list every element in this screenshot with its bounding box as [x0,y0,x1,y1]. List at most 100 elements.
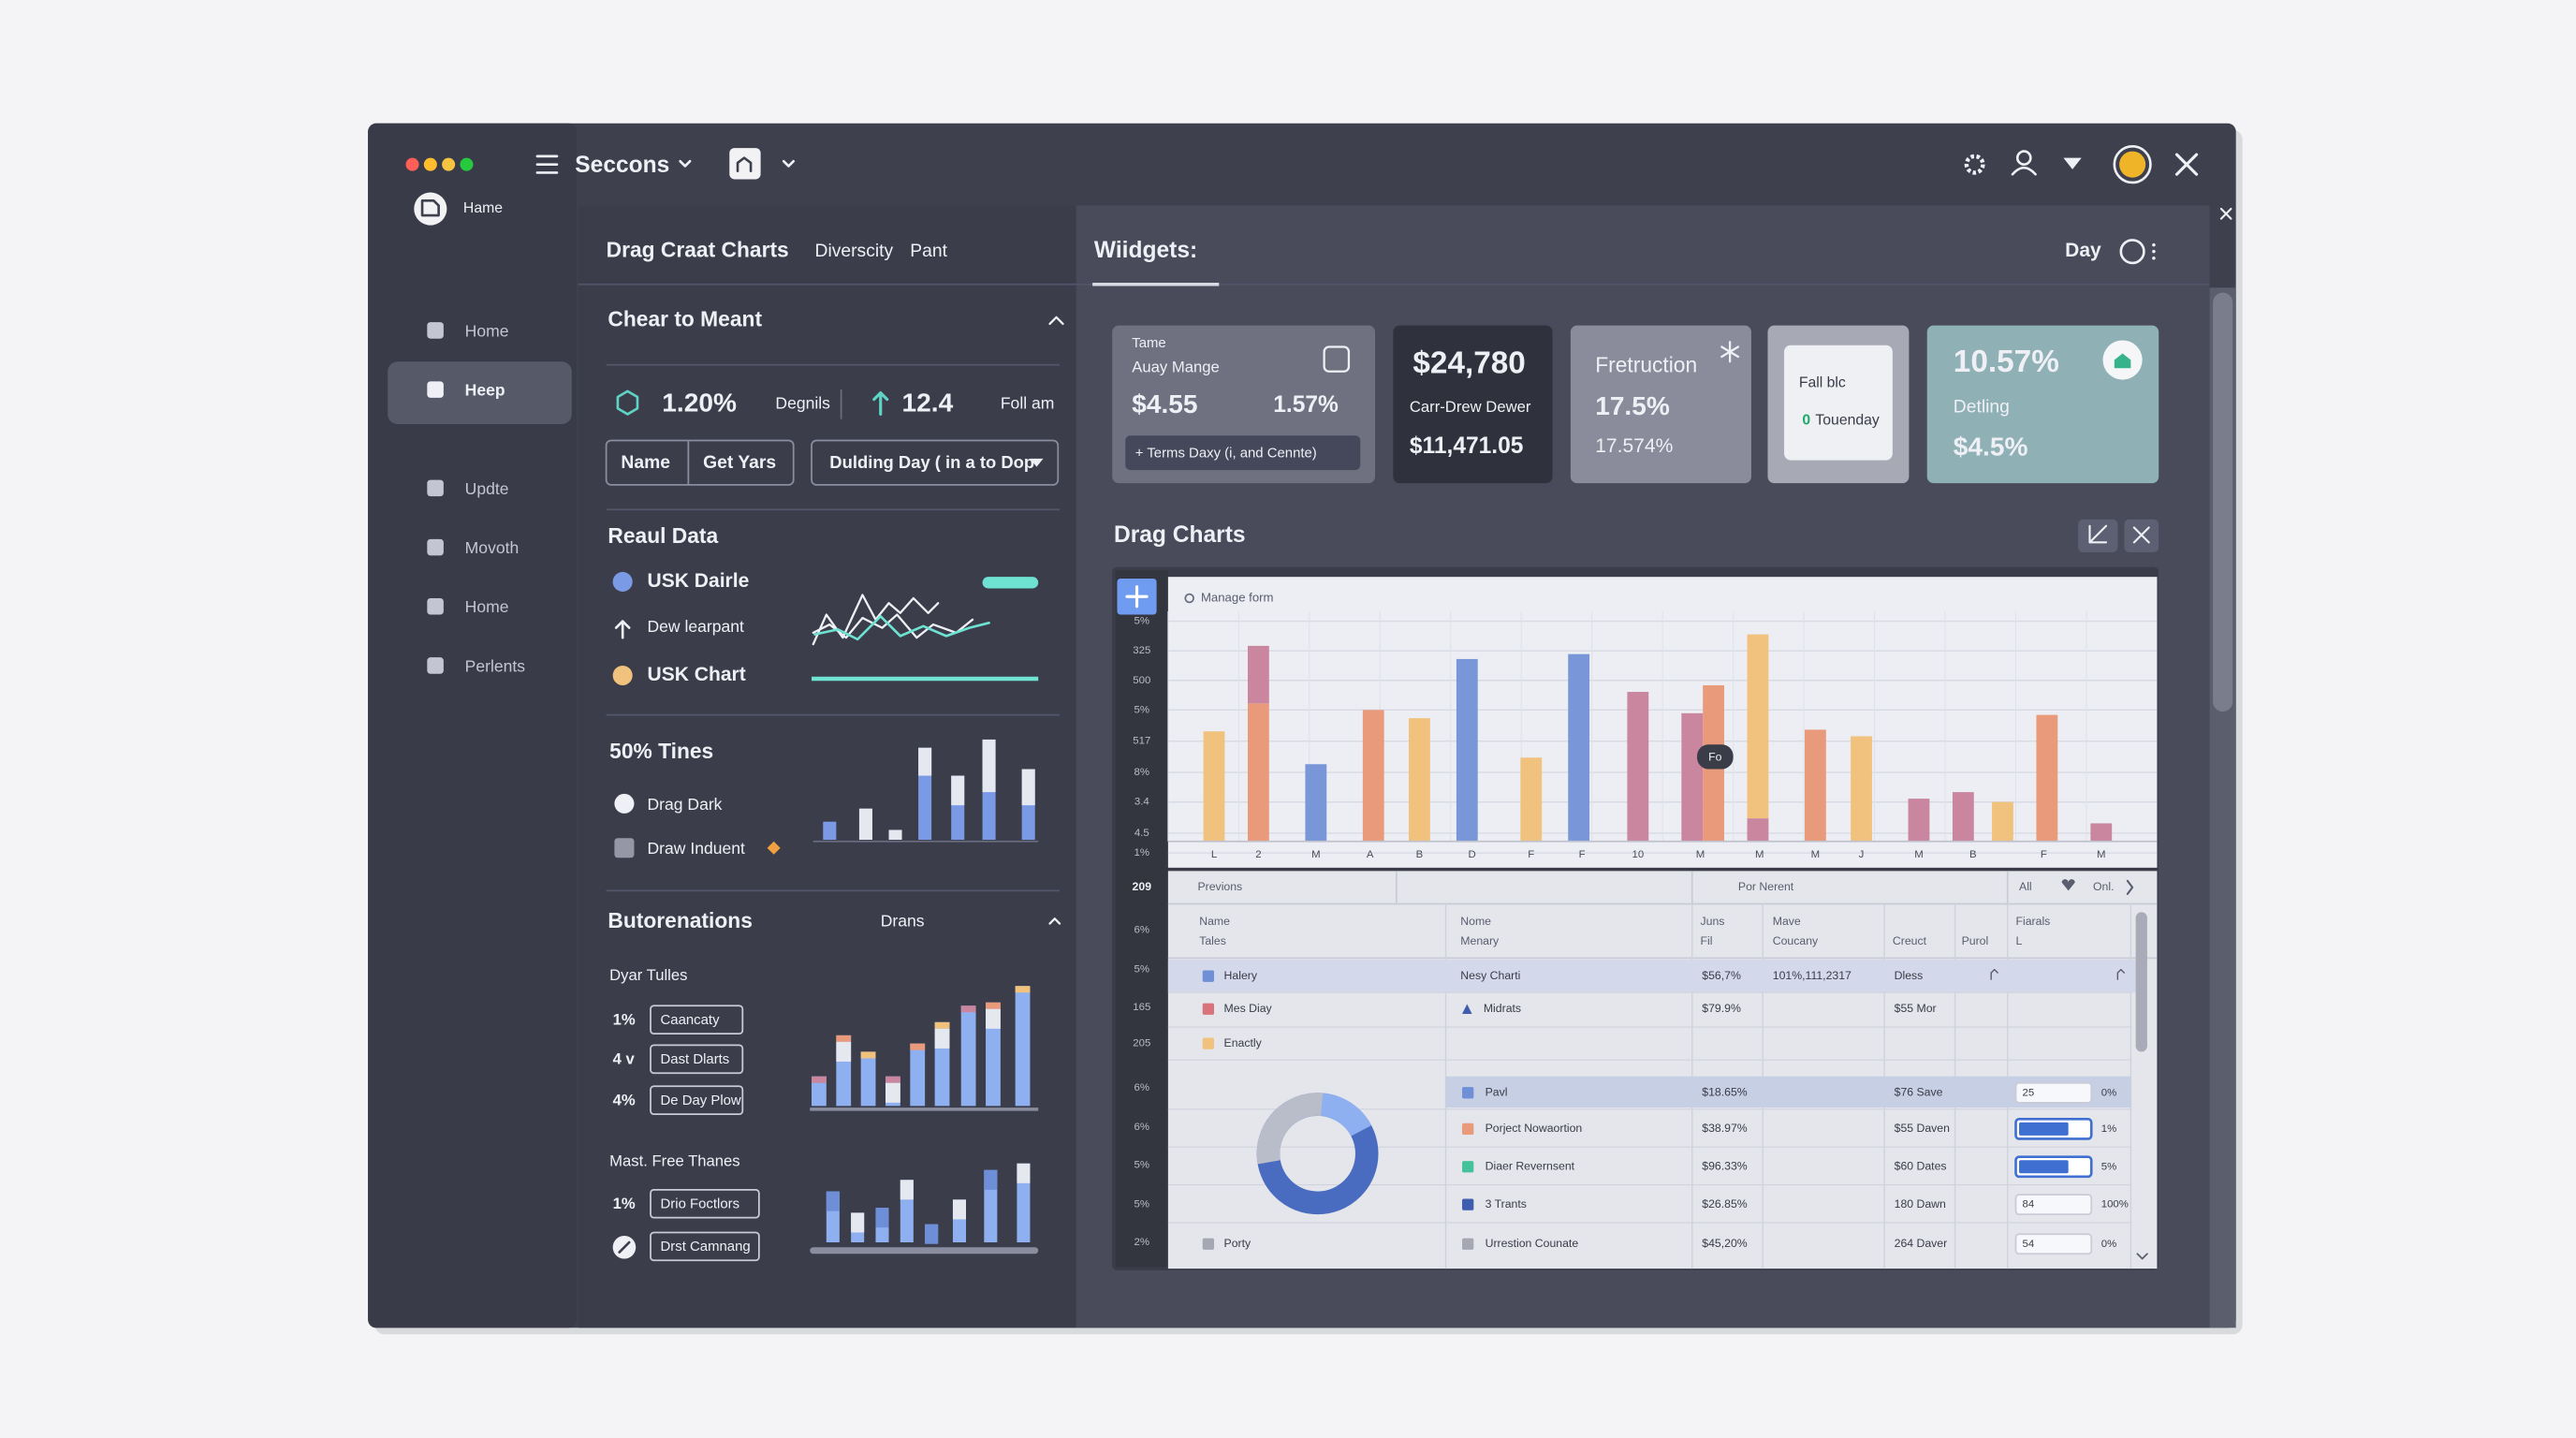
cell: Diaer Revernsent [1486,1160,1575,1173]
pager-button[interactable]: Previons [1197,880,1242,893]
mini-bar [823,821,837,840]
scroll-icon [2136,1253,2148,1260]
legend-item: Draw Induent [648,839,745,858]
action-button-label[interactable]: De Day Plow [661,1093,741,1108]
card-value: 10.57% [1954,345,2059,379]
cell: 1% [2101,1123,2116,1135]
filter-button[interactable]: Name [621,453,670,473]
sidebar-item[interactable]: Movoth [465,538,520,557]
chart-bar [1992,801,2013,842]
stat-label: Degnils [775,394,830,413]
row-swatch [1462,1123,1474,1136]
cell: Porty [1224,1237,1251,1250]
filter-button[interactable]: Get Yars [703,453,776,473]
chevron [782,159,796,168]
mini-bar-top [836,1041,852,1062]
mini-bar-cap [836,1034,852,1042]
manage-label[interactable]: Manage form [1201,590,1274,604]
card-title: Fretruction [1595,353,1697,377]
action-button[interactable] [650,1085,744,1115]
section-title: 50% Tines [609,739,713,763]
row-index: 2% [1134,1237,1149,1248]
action-button[interactable] [650,1005,744,1034]
filter-toggle[interactable]: Onl. [2093,880,2115,893]
dropdown[interactable] [811,439,1060,486]
chart-bar [1456,658,1478,842]
action-button[interactable] [650,1231,760,1262]
tab[interactable]: Pant [910,242,947,261]
sidebar-item[interactable]: Updte [465,479,509,498]
cell-input-value[interactable]: 25 [2023,1087,2035,1098]
mini-bar [888,829,902,840]
mini-bar-cap [860,1051,876,1059]
chart-bar [1804,729,1826,842]
filter-toggle[interactable]: All [2019,880,2032,893]
app-title[interactable]: Seccons [575,153,669,178]
sidebar-item[interactable]: Home [465,321,509,340]
pager-button[interactable]: Por Nerent [1738,880,1794,893]
cell: $79.9% [1702,1002,1741,1015]
tab[interactable]: Drag Craat Charts [607,238,789,262]
period-select[interactable]: Day [2065,240,2101,261]
cell-input-value[interactable]: 84 [2023,1199,2035,1211]
sort-icon [2116,968,2126,980]
x-axis-label: D [1468,849,1475,860]
stat-value: 12.4 [902,388,954,417]
mini-bar [1021,769,1035,806]
cell: Urrestion Counate [1486,1237,1579,1250]
profile-icon [2119,151,2146,178]
index-strip [1115,570,1168,1268]
dropdown-label[interactable]: Dulding Day ( in a to Dop [829,452,1034,472]
sidebar-item[interactable]: Heep [465,380,505,399]
mini-bar-cap [812,1076,827,1083]
cell-input[interactable] [2014,1194,2093,1216]
legend-icon [614,620,631,639]
add-icon [1125,585,1149,609]
action-button-label[interactable]: Caancaty [661,1013,721,1028]
legend-icon [614,793,635,814]
action-button[interactable] [650,1044,744,1075]
chart-bar [1681,712,1704,842]
row-swatch [1202,1037,1215,1049]
action-button-label[interactable]: Drio Foctlors [661,1197,739,1212]
action-button-label[interactable]: Drst Camnang [661,1240,751,1255]
home-button[interactable] [729,148,761,180]
legend-icon [614,838,635,858]
row-swatch [1202,970,1215,982]
row-prefix: 4 v [613,1050,636,1068]
cell: 101%,111,2317 [1773,969,1852,982]
card-action[interactable]: + Terms Daxy (i, and Cennte) [1135,446,1317,461]
x-axis-label: B [1416,849,1424,860]
row-index: 6% [1134,925,1149,936]
mini-bar-top [886,1082,900,1103]
action-button-label[interactable]: Dast Dlarts [661,1052,730,1067]
mini-bar-cap [934,1021,950,1029]
icon-button[interactable] [2078,519,2118,552]
y-axis-label: 3.4 [1134,797,1149,808]
cell: 264 Daver [1895,1237,1948,1250]
section-title: Butorenations [607,908,753,932]
cell: $18.65% [1702,1086,1748,1099]
cell: Halery [1224,969,1258,982]
cell-input-value[interactable]: 54 [2023,1239,2035,1250]
chart-bar [1409,718,1430,842]
sidebar-item[interactable]: Perlents [465,656,526,675]
cell: 100% [2101,1199,2129,1211]
cell-input[interactable] [2014,1081,2093,1104]
action-button[interactable] [650,1188,760,1219]
card-action-bar[interactable] [1125,435,1361,471]
tab[interactable]: Diverscity [815,242,894,261]
column-header: Menary [1460,934,1500,947]
column-header: Name [1199,915,1230,928]
column-header: Juns [1701,915,1725,928]
tab-active[interactable]: Wiidgets: [1094,238,1197,263]
cell-input[interactable] [2014,1233,2093,1255]
sidebar-item[interactable]: Home [465,597,509,616]
sidebar-icon [427,598,444,615]
scrollbar-thumb [2213,292,2233,712]
row-icon [1462,1004,1472,1015]
x-axis-label: 2 [1255,849,1261,860]
mini-bar-top [925,1224,939,1244]
mini-bar-top [875,1208,889,1228]
mini-bar [812,1076,827,1107]
